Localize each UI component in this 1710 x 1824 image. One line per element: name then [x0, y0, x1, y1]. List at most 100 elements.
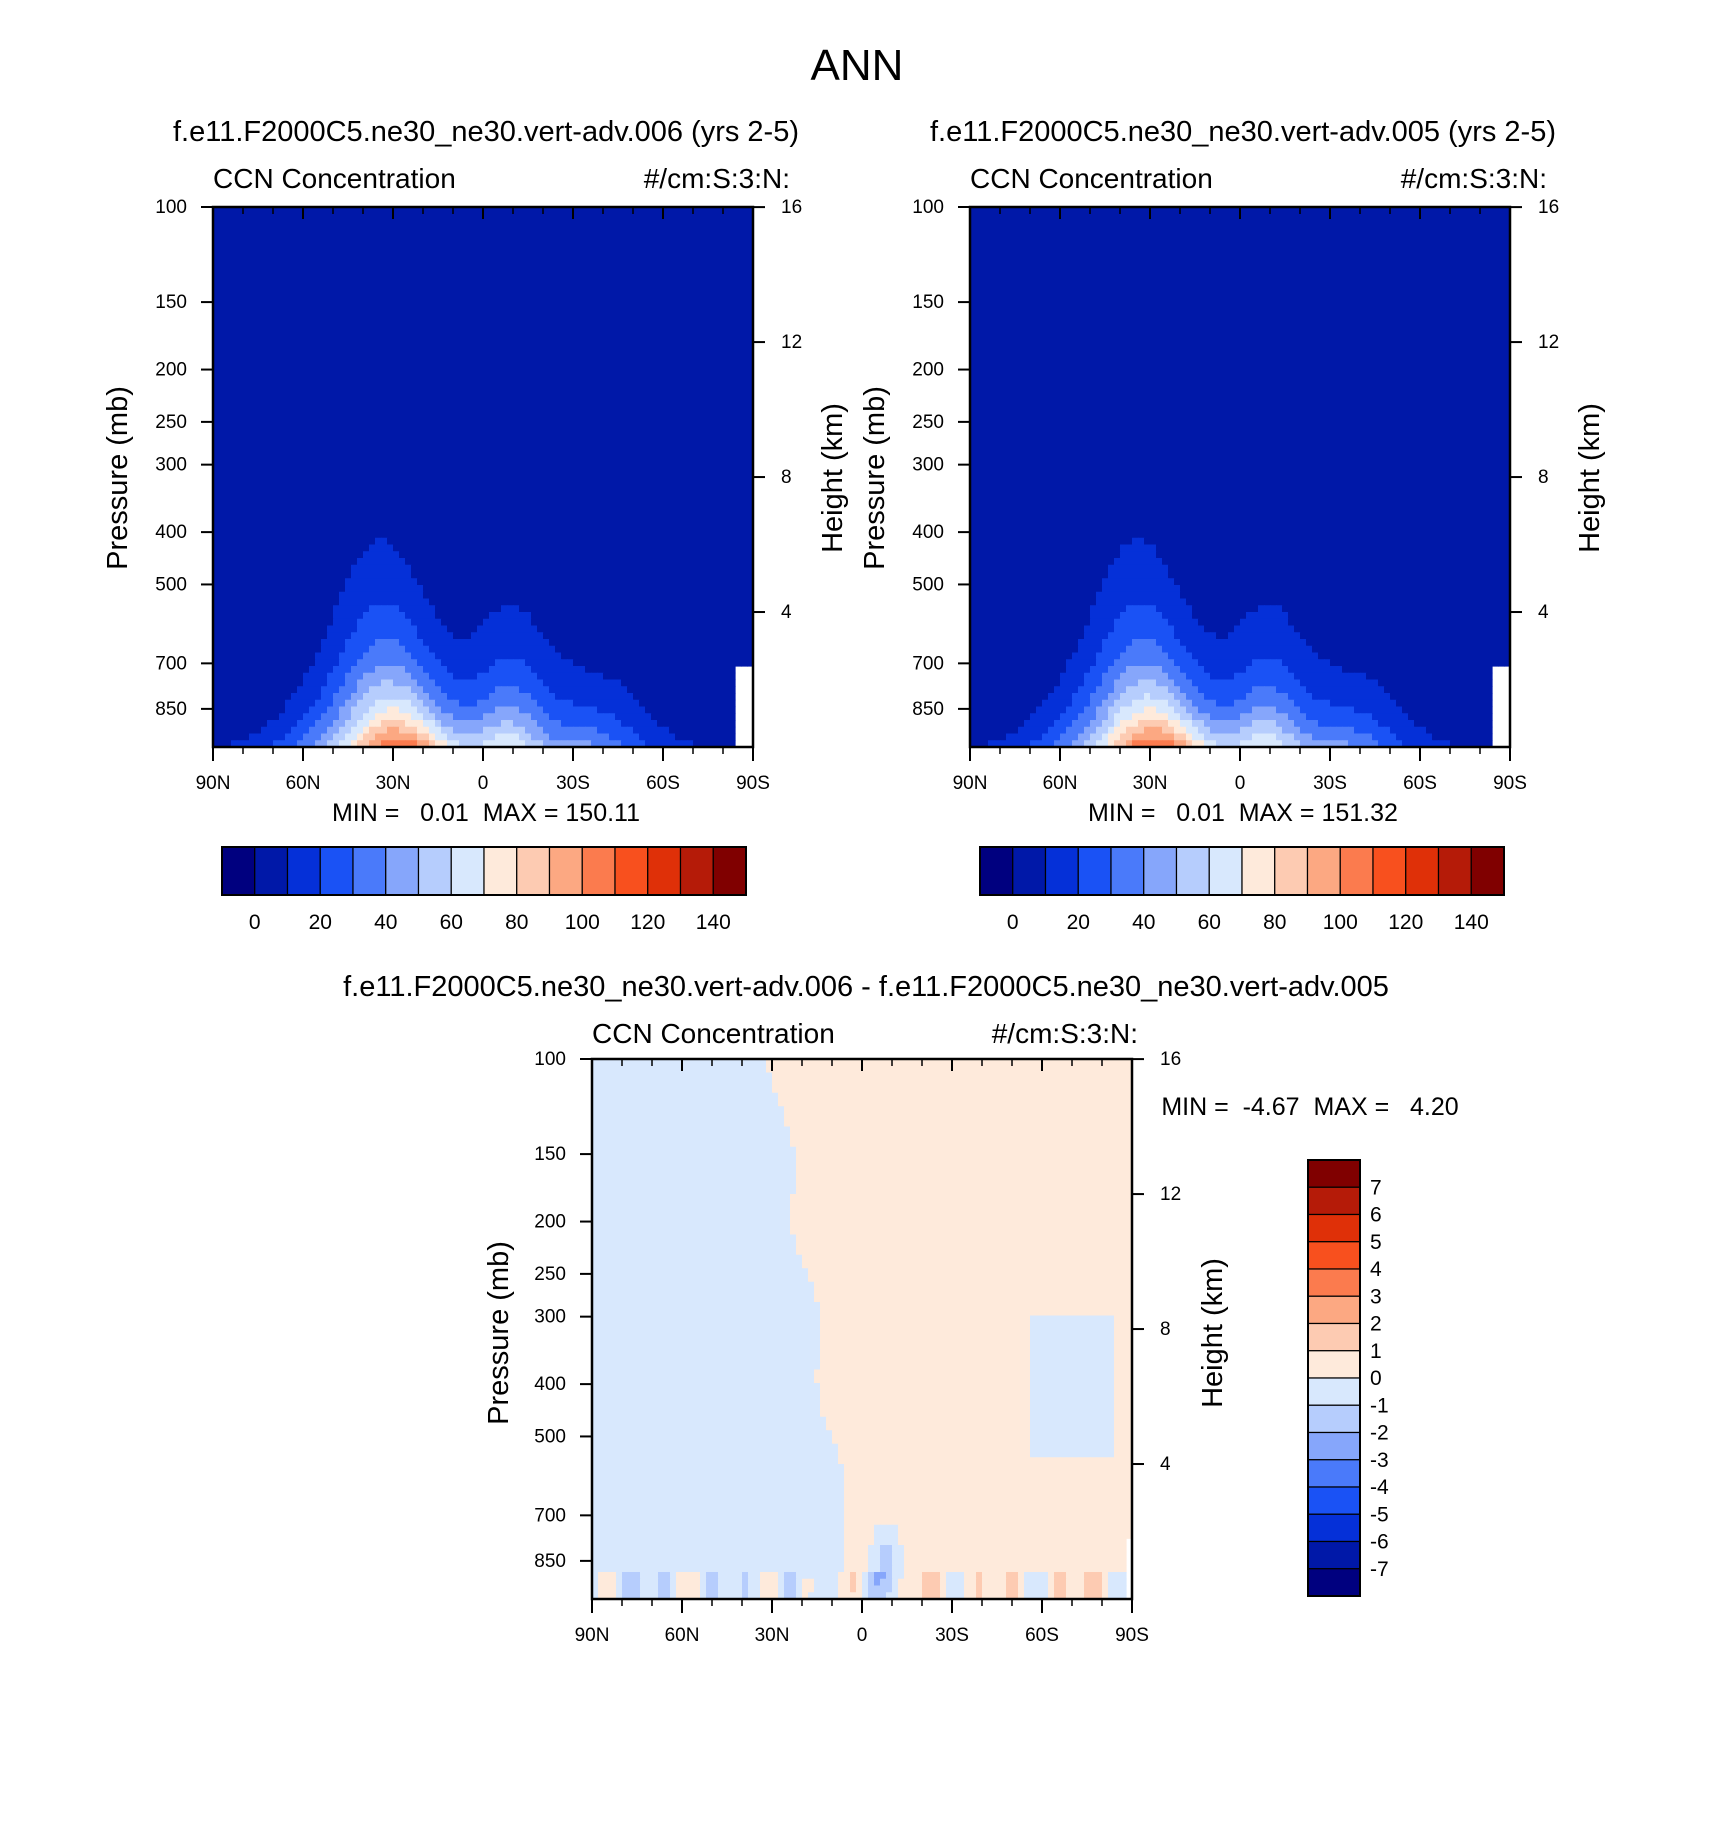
heatmap-cell [483, 355, 490, 363]
heatmap-cell [639, 504, 646, 512]
heatmap-cell [537, 544, 544, 552]
heatmap-cell [405, 416, 412, 424]
heatmap-cell [519, 409, 526, 417]
heatmap-cell [693, 355, 700, 363]
heatmap-cell [585, 497, 592, 505]
heatmap-cell [441, 213, 448, 222]
heatmap-cell [681, 240, 688, 249]
heatmap-cell [573, 564, 580, 573]
heatmap-cell [657, 551, 664, 559]
heatmap-cell [417, 551, 424, 559]
heatmap-cell [357, 402, 364, 411]
heatmap-cell [411, 477, 418, 485]
heatmap-cell [423, 416, 430, 424]
heatmap-cell [717, 416, 724, 424]
heatmap-cell [741, 207, 748, 215]
heatmap-cell [261, 510, 268, 519]
heatmap-cell [489, 294, 496, 303]
heatmap-cell [543, 497, 550, 505]
heatmap-cell [687, 288, 694, 296]
heatmap-cell [573, 315, 580, 323]
heatmap-cell [369, 234, 376, 242]
heatmap-cell [357, 443, 364, 451]
heatmap-cell [597, 483, 604, 492]
heatmap-cell [627, 551, 634, 559]
heatmap-cell [507, 416, 514, 424]
heatmap-cell [447, 558, 454, 566]
heatmap-cell [267, 436, 274, 444]
heatmap-cell [465, 537, 472, 546]
heatmap-cell [555, 308, 562, 316]
heatmap-cell [387, 483, 394, 492]
heatmap-cell [357, 301, 364, 309]
heatmap-cell [279, 369, 286, 377]
heatmap-cell [237, 321, 244, 330]
heatmap-cell [531, 497, 538, 505]
heatmap-cell [237, 483, 244, 492]
heatmap-cell [537, 443, 544, 451]
heatmap-cell [333, 301, 340, 309]
heatmap-cell [747, 544, 754, 552]
heatmap-cell [495, 342, 502, 350]
heatmap-cell [591, 497, 598, 505]
heatmap-cell [567, 470, 574, 478]
heatmap-cell [369, 470, 376, 478]
heatmap-cell [465, 382, 472, 390]
heatmap-cell [687, 544, 694, 552]
heatmap-cell [633, 456, 640, 465]
heatmap-cell [255, 389, 262, 397]
heatmap-cell [633, 261, 640, 269]
heatmap-cell [345, 436, 352, 444]
heatmap-cell [669, 348, 676, 357]
heatmap-cell [603, 335, 610, 343]
heatmap-cell [405, 578, 412, 586]
heatmap-cell [255, 571, 262, 579]
heatmap-cell [327, 402, 334, 411]
heatmap-cell [621, 544, 628, 552]
heatmap-cell [513, 558, 520, 566]
heatmap-cell [213, 578, 220, 586]
heatmap-cell [309, 483, 316, 492]
heatmap-cell [543, 558, 550, 566]
heatmap-cell [423, 517, 430, 525]
heatmap-cell [657, 524, 664, 532]
heatmap-cell [729, 369, 736, 377]
heatmap-cell [645, 436, 652, 444]
heatmap-cell [747, 207, 754, 215]
heatmap-cell [501, 375, 508, 384]
heatmap-cell [735, 355, 742, 363]
heatmap-cell [729, 510, 736, 519]
heatmap-cell [357, 288, 364, 296]
heatmap-cell [273, 267, 280, 276]
heatmap-cell [519, 564, 526, 573]
heatmap-cell [699, 288, 706, 296]
heatmap-cell [597, 369, 604, 377]
heatmap-cell [471, 436, 478, 444]
heatmap-cell [471, 342, 478, 350]
heatmap-cell [225, 564, 232, 573]
heatmap-cell [531, 456, 538, 465]
heatmap-cell [573, 389, 580, 397]
heatmap-cell [687, 490, 694, 498]
heatmap-cell [681, 517, 688, 525]
heatmap-cell [531, 247, 538, 255]
heatmap-cell [297, 240, 304, 249]
heatmap-cell [609, 470, 616, 478]
heatmap-cell [357, 315, 364, 323]
heatmap-cell [309, 342, 316, 350]
heatmap-cell [573, 429, 580, 438]
heatmap-cell [213, 315, 220, 323]
heatmap-cell [423, 301, 430, 309]
heatmap-cell [531, 477, 538, 485]
heatmap-cell [381, 281, 388, 289]
heatmap-cell [555, 423, 562, 431]
heatmap-cell [345, 362, 352, 370]
heatmap-cell [255, 558, 262, 566]
heatmap-cell [465, 207, 472, 215]
heatmap-cell [261, 227, 268, 235]
heatmap-cell [507, 355, 514, 363]
heatmap-cell [729, 382, 736, 390]
heatmap-cell [291, 281, 298, 289]
heatmap-cell [309, 396, 316, 404]
heatmap-cell [369, 429, 376, 438]
